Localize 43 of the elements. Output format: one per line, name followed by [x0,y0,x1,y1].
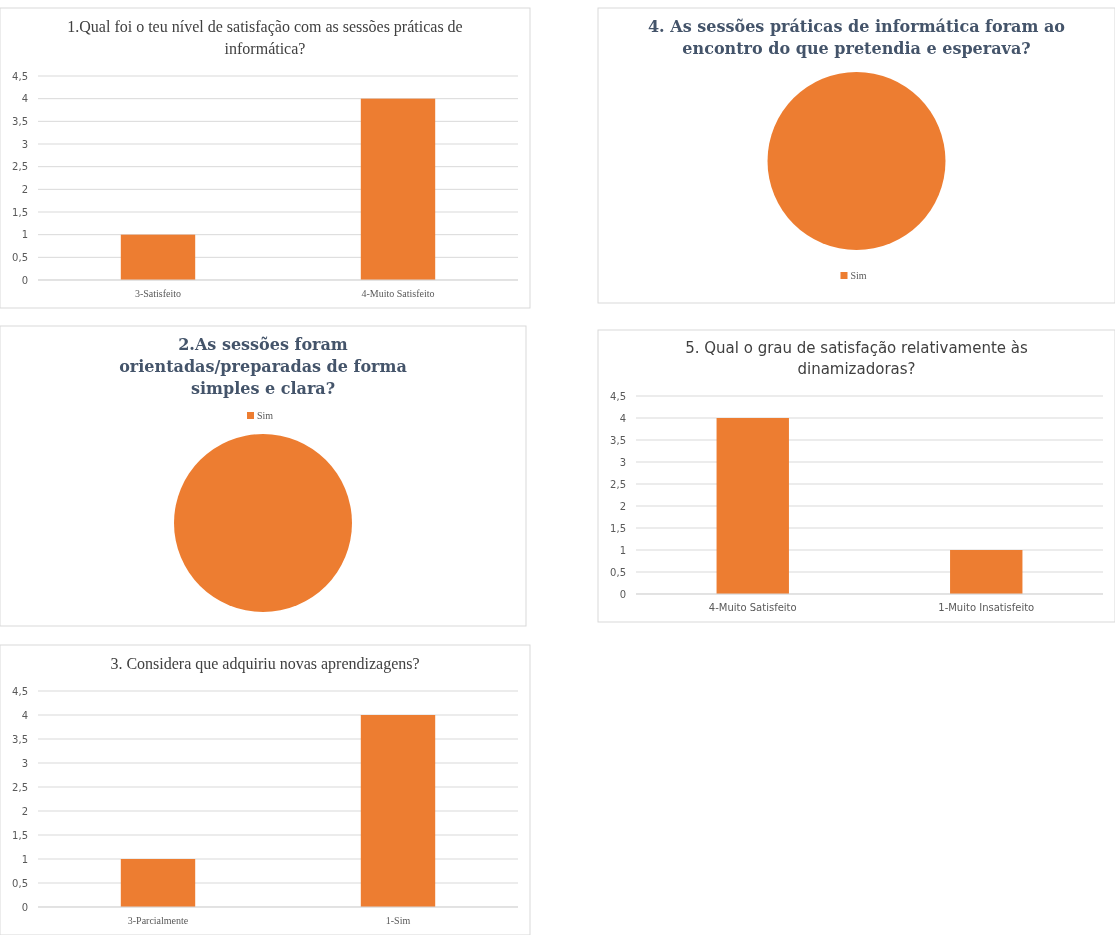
y-tick-label: 4 [21,93,28,105]
x-tick-label: 4-Muito Satisfeito [708,602,797,614]
y-tick-label: 3,5 [12,116,28,128]
y-tick-label: 0,5 [610,566,626,578]
chart-title: 4. As sessões práticas de informática foram ao encontro do que pretendia e esperava? [647,17,1066,58]
x-tick-label: 4-Muito Satisfeito [361,288,435,300]
y-tick-label: 2,5 [610,478,626,490]
y-tick-label: 1 [21,853,28,865]
y-tick-label: 2 [21,805,28,817]
y-tick-label: 3,5 [610,434,626,446]
y-tick-label: 3 [21,138,28,150]
y-tick-label: 1 [619,544,626,556]
y-tick-label: 2,5 [12,161,28,173]
x-tick-label: 3-Satisfeito [134,288,182,300]
y-tick-label: 2,5 [12,781,28,793]
y-tick-label: 4 [619,412,626,424]
legend-label: Sim [257,410,274,421]
chart-title: 1.Qual foi o teu nível de satisfação com as sessões práticas de informática? [67,18,463,57]
y-tick-label: 1,5 [12,206,28,218]
y-tick-label: 3,5 [12,733,28,745]
y-tick-label: 4,5 [12,685,28,697]
x-tick-label: 1-Sim [385,915,411,927]
y-tick-label: 0 [619,588,626,600]
y-tick-label: 3 [21,757,28,769]
chart-title: 3. Considera que adquiriu novas aprendizagens? [110,655,420,673]
y-tick-label: 1,5 [610,522,626,534]
y-tick-label: 4,5 [610,390,626,402]
chart-title: 2.As sessões foram orientadas/preparadas de forma simples e clara? [119,335,407,398]
y-tick-label: 4,5 [12,70,28,82]
y-tick-label: 1 [21,229,28,241]
legend-label: Sim [850,270,867,281]
y-tick-label: 0 [21,274,28,286]
y-tick-label: 0 [21,901,28,913]
y-tick-label: 3 [619,456,626,468]
y-tick-label: 2 [619,500,626,512]
chart-title: 5. Qual o grau de satisfação relativamente às dinamizadoras? [685,339,1028,378]
y-tick-label: 4 [21,709,28,721]
y-tick-label: 2 [21,184,28,196]
y-tick-label: 0,5 [12,252,28,264]
y-tick-label: 1,5 [12,829,28,841]
x-tick-label: 1-Muito Insatisfeito [938,602,1035,614]
x-tick-label: 3-Parcialmente [127,915,189,927]
y-tick-label: 0,5 [12,877,28,889]
